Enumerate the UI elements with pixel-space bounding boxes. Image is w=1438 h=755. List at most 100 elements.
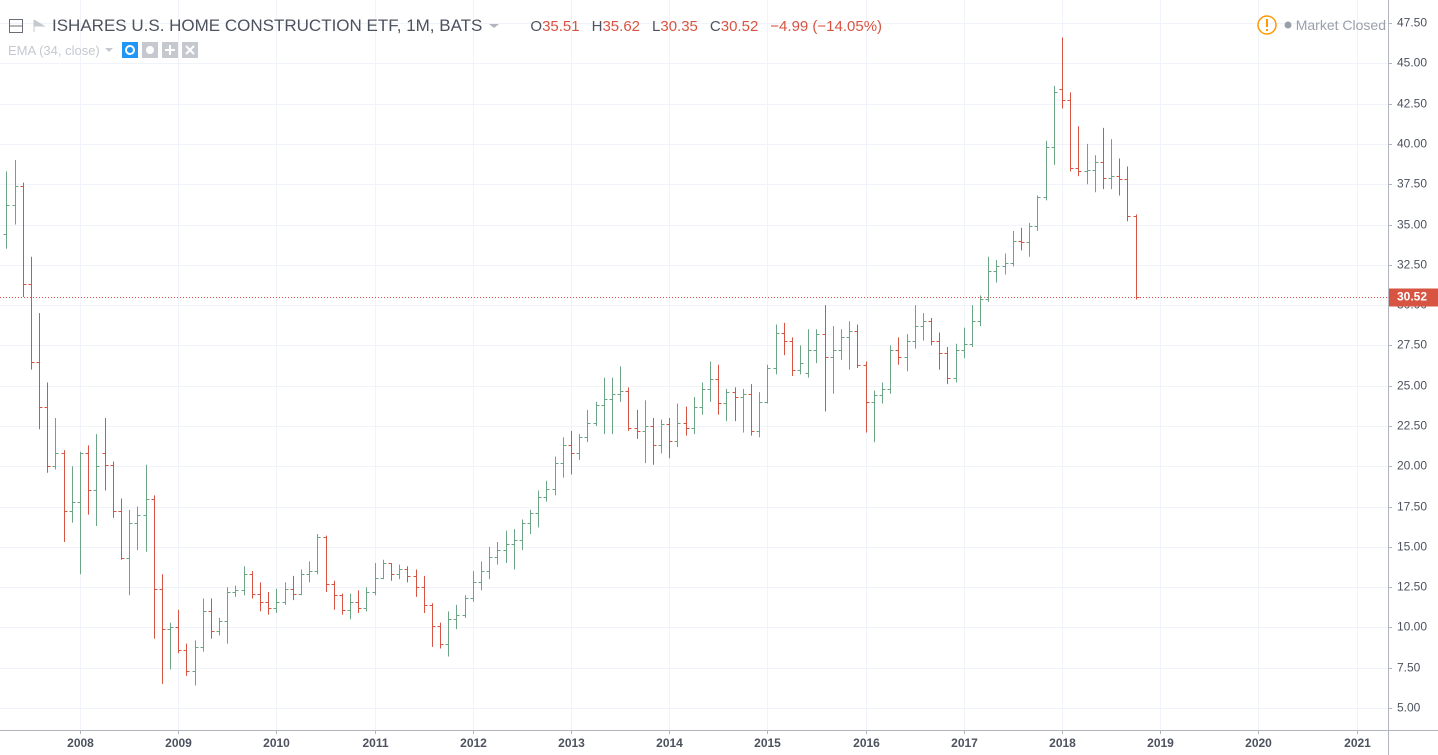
close-value: 30.52 xyxy=(720,17,759,35)
ohlc-bar xyxy=(241,566,248,596)
open-value: 35.51 xyxy=(542,17,580,35)
last-price-box xyxy=(1389,288,1438,307)
grid xyxy=(0,0,1388,730)
ohlc-bar xyxy=(683,406,690,436)
x-tick-label: 2013 xyxy=(558,736,585,750)
x-tick-label: 2019 xyxy=(1147,736,1174,750)
ohlc-bar xyxy=(1034,195,1041,231)
ohlc-bar xyxy=(748,384,755,436)
indicator-buttons[interactable] xyxy=(121,42,202,58)
ohlc-bar xyxy=(249,571,256,599)
ohlc-bar xyxy=(404,566,411,583)
ohlc-bar xyxy=(1100,127,1107,190)
high-value: 35.62 xyxy=(602,17,641,35)
ohlc-bar xyxy=(920,313,927,341)
ohlc-bar xyxy=(503,530,510,564)
alert-icon[interactable] xyxy=(1256,14,1278,36)
ohlc-bar xyxy=(52,417,59,470)
ohlc-bar xyxy=(854,324,861,368)
ohlc-bar xyxy=(12,160,19,225)
ohlc-bar xyxy=(1002,253,1009,275)
ohlc-bar xyxy=(183,643,190,676)
ohlc-bar xyxy=(110,461,117,518)
ohlc-bar xyxy=(838,329,845,360)
ohlc-bar xyxy=(904,334,911,372)
ohlc-bar xyxy=(1116,158,1123,196)
x-tick-label: 2016 xyxy=(853,736,880,750)
ohlc-bar xyxy=(699,382,706,415)
dropdown-icon[interactable] xyxy=(488,21,500,31)
ohlc-bar xyxy=(707,361,714,402)
x-tick-label: 2020 xyxy=(1245,736,1272,750)
y-tick-label: 5.00 xyxy=(1397,701,1421,715)
x-tick-label: 2010 xyxy=(263,736,290,750)
ohlc-bar xyxy=(363,587,370,612)
label-c: C xyxy=(709,17,721,35)
ohlc-bar xyxy=(912,305,919,349)
ohlc-bar xyxy=(208,598,215,639)
ohlc-bar xyxy=(576,434,583,460)
y-tick-label: 40.00 xyxy=(1397,137,1427,151)
ohlc-bar xyxy=(936,332,943,370)
ohlc-bar xyxy=(478,561,485,591)
y-tick-label: 47.50 xyxy=(1397,16,1427,30)
ohlc-bar xyxy=(323,535,330,593)
chart-title: ISHARES U.S. HOME CONSTRUCTION ETF, 1M, … xyxy=(52,16,483,35)
ohlc-bar xyxy=(486,546,493,580)
ohlc-bar xyxy=(781,322,788,356)
ohlc-bar xyxy=(290,575,297,601)
indicator-dropdown[interactable] xyxy=(104,45,114,55)
ohlc-bar xyxy=(1018,227,1025,251)
ohlc-bar xyxy=(993,259,1000,283)
ohlc-bar xyxy=(944,347,951,385)
ohlc-bar xyxy=(421,575,428,613)
ohlc-bar xyxy=(224,587,231,644)
ohlc-bar xyxy=(282,582,289,605)
ohlc-bar xyxy=(470,571,477,602)
ohlc-bar xyxy=(740,388,747,433)
ohlc-bar xyxy=(437,622,444,649)
ohlc-bar xyxy=(953,343,960,383)
ohlc-bar xyxy=(1108,139,1115,190)
ohlc-bar xyxy=(257,582,264,612)
y-tick-label: 42.50 xyxy=(1397,97,1427,111)
ohlc-bar xyxy=(28,256,35,370)
ohlc-bar xyxy=(380,559,387,580)
flag-icon[interactable] xyxy=(32,18,46,34)
ohlc-bar xyxy=(1084,143,1091,185)
y-tick-label: 45.00 xyxy=(1397,56,1427,70)
ohlc-bar xyxy=(625,387,632,431)
y-tick-label: 27.50 xyxy=(1397,338,1427,352)
ohlc-bar xyxy=(355,590,362,613)
status-label: Market Closed xyxy=(1295,17,1386,33)
ohlc-bar xyxy=(102,417,109,491)
ohlc-bar xyxy=(977,295,984,327)
ohlc-bar xyxy=(609,377,616,435)
ohlc-values: O35.51 H35.62 L30.35 C30.52 −4.99 (−14.05%) xyxy=(530,18,894,35)
legend-header: ISHARES U.S. HOME CONSTRUCTION ETF, 1M, … xyxy=(8,14,894,38)
x-tick-label: 2021 xyxy=(1344,736,1371,750)
ohlc-bar xyxy=(1051,85,1058,165)
ohlc-bar xyxy=(413,569,420,597)
ohlc-bar xyxy=(961,327,968,359)
ohlc-bar xyxy=(36,313,43,430)
ohlc-bar xyxy=(552,456,559,496)
ohlc-bar xyxy=(642,400,649,464)
ohlc-bar xyxy=(674,403,681,447)
ohlc-bar xyxy=(306,561,313,583)
ohlc-bar xyxy=(216,617,223,636)
ohlc-bar xyxy=(789,337,796,377)
collapse-icon[interactable] xyxy=(8,18,24,34)
ohlc-bar xyxy=(314,534,321,575)
ohlc-bar xyxy=(560,437,567,478)
ohlc-bar xyxy=(969,305,976,348)
ohlc-bar xyxy=(773,324,780,375)
ohlc-bar xyxy=(265,592,272,615)
ohlc-bar xyxy=(813,329,820,364)
change-value: −4.99 (−14.05%) xyxy=(770,17,883,35)
ohlc-bar xyxy=(453,604,460,630)
ohlc-bar xyxy=(895,337,902,365)
ohlc-bar xyxy=(1010,230,1017,267)
ohlc-bar xyxy=(396,564,403,580)
